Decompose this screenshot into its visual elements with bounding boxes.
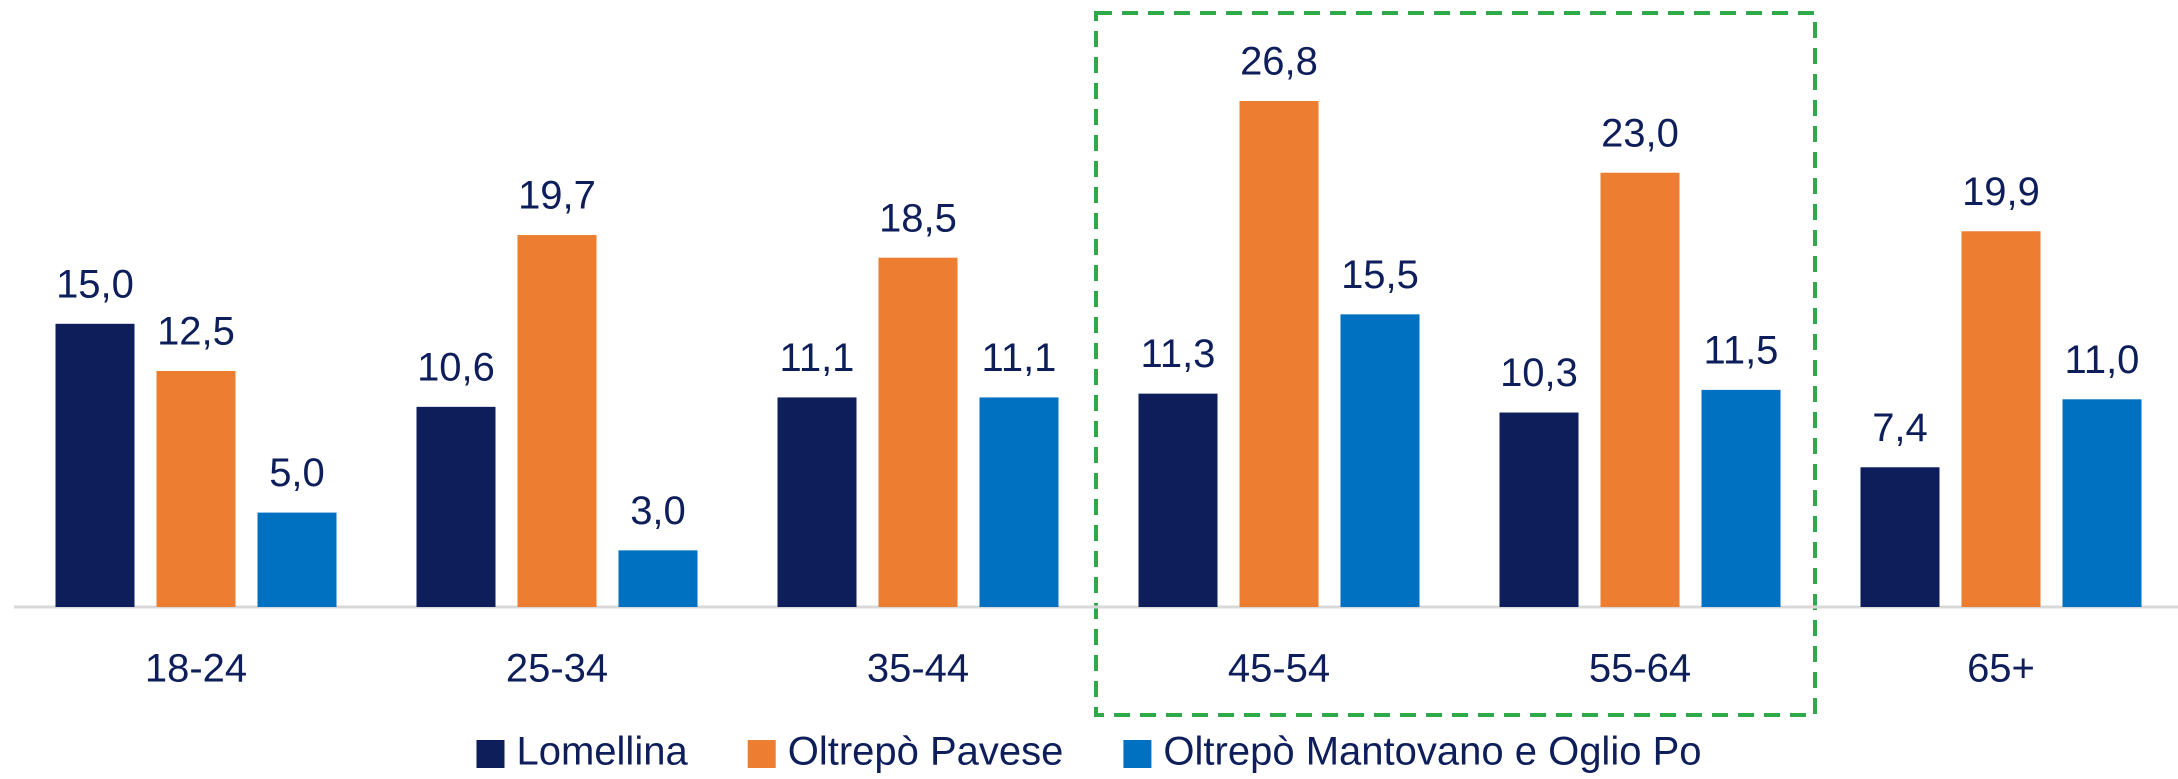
value-label: 11,1	[982, 336, 1057, 380]
legend-label: Lomellina	[516, 730, 688, 774]
value-label: 19,9	[1962, 170, 2040, 214]
bar	[156, 370, 236, 607]
legend-swatch	[476, 740, 505, 768]
bar	[1239, 101, 1319, 607]
x-tick-label: 18-24	[145, 647, 247, 691]
value-label: 15,5	[1341, 253, 1419, 297]
value-label: 15,0	[56, 262, 134, 306]
value-label: 23,0	[1601, 111, 1679, 155]
bar	[517, 235, 597, 607]
bar	[1860, 467, 1940, 607]
value-label: 18,5	[879, 196, 957, 240]
value-label: 11,1	[780, 336, 855, 380]
bar	[1701, 389, 1781, 607]
value-label: 26,8	[1240, 40, 1318, 84]
bar	[257, 512, 337, 607]
bar	[55, 323, 135, 607]
value-label: 11,5	[1704, 328, 1779, 372]
highlight-box	[1094, 11, 1817, 717]
value-label: 11,3	[1141, 332, 1216, 376]
value-label: 5,0	[269, 451, 325, 495]
legend-label: Oltrepò Mantovano e Oglio Po	[1163, 730, 1701, 774]
value-label: 19,7	[518, 174, 596, 218]
x-tick-label: 65+	[1967, 647, 2035, 691]
value-label: 11,0	[2065, 338, 2140, 382]
value-label: 10,6	[417, 345, 495, 389]
legend-swatch	[1123, 740, 1152, 768]
value-label: 10,3	[1500, 351, 1578, 395]
bar	[1600, 172, 1680, 607]
value-label: 7,4	[1872, 406, 1928, 450]
bar	[878, 257, 958, 607]
legend-swatch	[747, 740, 776, 768]
bar	[1138, 393, 1218, 607]
x-tick-label: 45-54	[1228, 647, 1330, 691]
bar	[777, 397, 857, 607]
x-tick-label: 55-64	[1589, 647, 1691, 691]
legend-label: Oltrepò Pavese	[788, 730, 1064, 774]
bar	[2062, 399, 2142, 607]
bar	[1961, 231, 2041, 607]
bar	[1340, 314, 1420, 607]
bar	[1499, 412, 1579, 607]
bar	[618, 550, 698, 607]
bar	[979, 397, 1059, 607]
value-label: 12,5	[157, 310, 235, 354]
value-label: 3,0	[630, 489, 686, 533]
bar	[416, 406, 496, 607]
x-tick-label: 35-44	[867, 647, 969, 691]
x-tick-label: 25-34	[506, 647, 608, 691]
